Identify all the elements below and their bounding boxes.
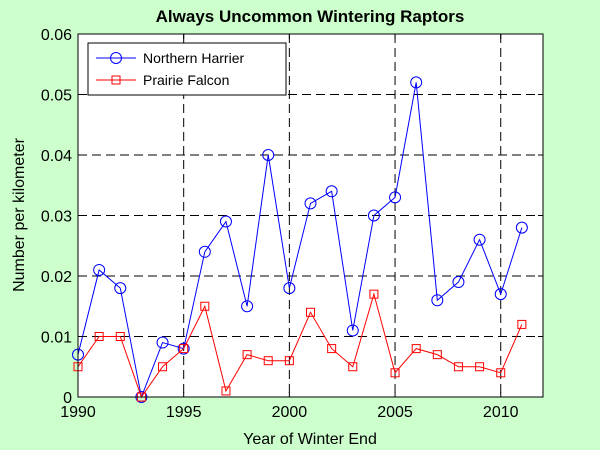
prairie-falcon-point: [179, 344, 189, 354]
prairie-falcon-line: [77, 292, 523, 399]
northern-harrier-point: [346, 324, 359, 337]
legend-box: [87, 42, 287, 96]
prairie-falcon-series: [73, 289, 527, 402]
prairie-falcon-point: [327, 344, 337, 354]
prairie-falcon-point: [158, 362, 168, 372]
prairie-falcon-point: [115, 332, 125, 341]
legend: Northern Harrier Prairie Falcon: [87, 42, 287, 96]
data-series: [72, 76, 528, 403]
axis-ticks: 1990 1995 2000 2005 2010 0 0.01 0.02 0.03 0.04 0.0…: [41, 27, 543, 421]
northern-harrier-point: [177, 342, 190, 355]
prairie-falcon-point: [475, 362, 485, 372]
northern-harrier-point: [515, 221, 528, 234]
prairie-falcon-point: [432, 350, 442, 360]
x-axis-label: Year of Winter End: [243, 431, 377, 448]
northern-harrier-point: [410, 76, 423, 89]
x-tick-label: 2005: [377, 404, 413, 421]
northern-harrier-point: [219, 215, 232, 228]
northern-harrier-point: [473, 233, 486, 246]
x-tick-label: 1990: [60, 404, 96, 421]
legend-label-prairie-falcon: Prairie Falcon: [143, 72, 229, 88]
prairie-falcon-point: [200, 301, 210, 311]
y-tick-label: 0.05: [41, 88, 72, 105]
prairie-falcon-point: [284, 356, 294, 366]
prairie-falcon-point: [411, 344, 421, 354]
northern-harrier-point: [156, 336, 169, 349]
prairie-falcon-point: [453, 362, 463, 372]
prairie-falcon-point: [242, 350, 252, 360]
y-tick-label: 0.01: [41, 330, 72, 347]
northern-harrier-line: [77, 82, 523, 399]
northern-harrier-point: [198, 245, 211, 258]
x-tick-label: 2000: [272, 404, 308, 421]
y-tick-label: 0: [63, 390, 72, 407]
y-axis-label: Number per kilometer: [11, 137, 28, 292]
northern-harrier-point: [367, 209, 380, 222]
legend-marker-prairie-falcon: [111, 75, 121, 85]
northern-harrier-point: [325, 185, 338, 198]
northern-harrier-point: [304, 197, 317, 210]
x-tick-label: 1995: [166, 404, 202, 421]
prairie-falcon-point: [390, 368, 400, 378]
y-tick-label: 0.06: [41, 27, 72, 44]
northern-harrier-point: [283, 282, 296, 295]
y-tick-label: 0.04: [41, 148, 72, 165]
northern-harrier-point: [452, 276, 465, 289]
prairie-falcon-point: [348, 362, 358, 372]
northern-harrier-point: [494, 288, 507, 301]
northern-harrier-point: [389, 191, 402, 204]
prairie-falcon-point: [306, 307, 315, 317]
y-tick-label: 0.02: [41, 269, 72, 286]
prairie-falcon-point: [221, 386, 231, 396]
northern-harrier-point: [114, 282, 127, 295]
northern-harrier-point: [431, 294, 444, 307]
chart-title: Always Uncommon Wintering Raptors: [156, 7, 465, 26]
northern-harrier-point: [93, 263, 106, 276]
legend-label-northern-harrier: Northern Harrier: [143, 50, 244, 66]
northern-harrier-point: [241, 300, 254, 313]
y-tick-label: 0.03: [41, 209, 72, 226]
prairie-falcon-point: [517, 319, 527, 329]
prairie-falcon-point: [496, 368, 506, 378]
prairie-falcon-point: [369, 289, 379, 299]
northern-harrier-point: [262, 149, 275, 161]
x-tick-label: 2010: [483, 404, 519, 421]
legend-marker-northern-harrier: [110, 52, 122, 64]
prairie-falcon-point: [94, 332, 104, 341]
prairie-falcon-point: [263, 356, 273, 366]
